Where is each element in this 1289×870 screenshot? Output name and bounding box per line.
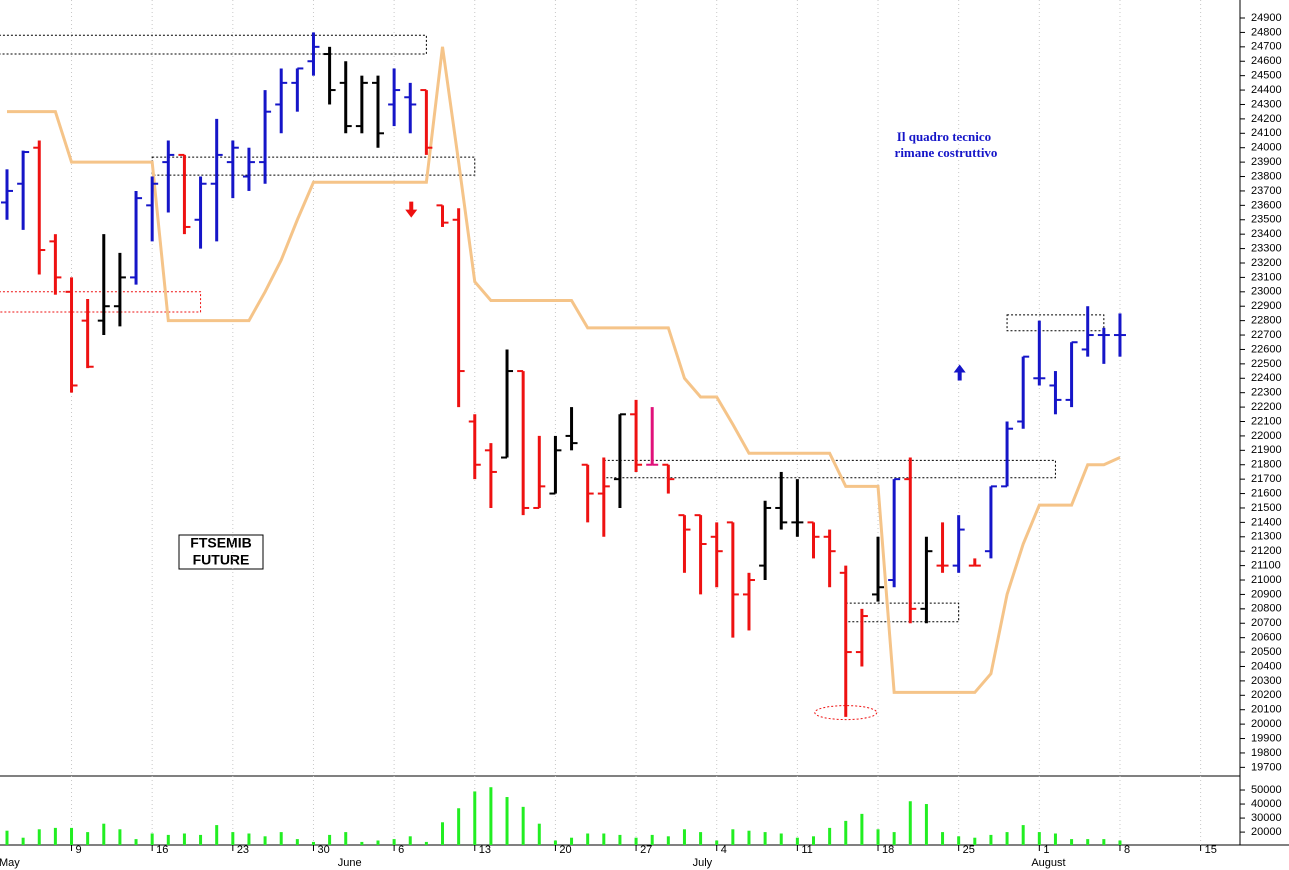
zone xyxy=(1006,314,1105,332)
y-tick-label: 21600 xyxy=(1251,487,1282,499)
x-tick-label: 25 xyxy=(963,844,975,856)
y-tick-label: 21500 xyxy=(1251,502,1282,514)
x-tick-label: 30 xyxy=(317,844,329,856)
month-label: July xyxy=(693,857,713,869)
y-tick-label: 19800 xyxy=(1251,747,1282,759)
y-tick-label: 22900 xyxy=(1251,300,1282,312)
annotation: Il quadro tecnico xyxy=(897,129,991,144)
volume-tick-label: 40000 xyxy=(1251,798,1282,810)
y-tick-label: 24800 xyxy=(1251,26,1282,38)
y-tick-label: 20200 xyxy=(1251,689,1282,701)
y-tick-label: 21400 xyxy=(1251,516,1282,528)
y-tick-label: 24400 xyxy=(1251,84,1282,96)
y-tick-label: 23300 xyxy=(1251,242,1282,254)
y-tick-label: 23900 xyxy=(1251,156,1282,168)
y-tick-label: 20000 xyxy=(1251,718,1282,730)
stop-line xyxy=(7,46,1121,694)
y-tick-label: 21300 xyxy=(1251,531,1282,543)
y-tick-label: 24200 xyxy=(1251,113,1282,125)
volume-tick-label: 50000 xyxy=(1251,784,1282,796)
y-tick-label: 20600 xyxy=(1251,632,1282,644)
y-tick-label: 24000 xyxy=(1251,142,1282,154)
y-tick-label: 19900 xyxy=(1251,732,1282,744)
y-tick-label: 20300 xyxy=(1251,675,1282,687)
y-tick-label: 23400 xyxy=(1251,228,1282,240)
x-tick-label: 9 xyxy=(76,844,82,856)
y-tick-label: 20400 xyxy=(1251,660,1282,672)
y-tick-label: 22300 xyxy=(1251,387,1282,399)
y-tick-label: 22500 xyxy=(1251,358,1282,370)
y-tick-label: 20100 xyxy=(1251,704,1282,716)
x-tick-label: 4 xyxy=(721,844,727,856)
signal-arrow xyxy=(953,364,966,381)
y-tick-label: 22800 xyxy=(1251,315,1282,327)
signal-arrow xyxy=(405,201,418,218)
x-tick-label: 20 xyxy=(559,844,571,856)
volume-tick-label: 30000 xyxy=(1251,812,1282,824)
y-tick-label: 24300 xyxy=(1251,98,1282,110)
y-tick-label: 21100 xyxy=(1251,560,1281,572)
y-tick-label: 22600 xyxy=(1251,343,1282,355)
low-marker xyxy=(814,705,878,721)
annotation: rimane costruttivo xyxy=(895,145,998,160)
y-tick-label: 20500 xyxy=(1251,646,1282,658)
x-tick-label: 6 xyxy=(398,844,404,856)
zone xyxy=(603,459,1056,479)
y-tick-label: 24600 xyxy=(1251,55,1282,67)
y-tick-label: 21900 xyxy=(1251,444,1282,456)
y-tick-label: 20800 xyxy=(1251,603,1282,615)
y-tick-label: 19700 xyxy=(1251,761,1282,773)
y-tick-label: 24700 xyxy=(1251,41,1282,53)
chart-title: FUTURE xyxy=(193,552,250,568)
month-label: August xyxy=(1031,857,1065,869)
y-tick-label: 22400 xyxy=(1251,372,1282,384)
y-tick-label: 24100 xyxy=(1251,127,1282,139)
y-tick-label: 22100 xyxy=(1251,415,1282,427)
y-tick-label: 23500 xyxy=(1251,214,1282,226)
y-tick-label: 24500 xyxy=(1251,70,1282,82)
y-tick-label: 22700 xyxy=(1251,329,1282,341)
x-tick-label: 8 xyxy=(1124,844,1130,856)
x-tick-label: 1 xyxy=(1043,844,1049,856)
x-tick-label: 18 xyxy=(882,844,894,856)
y-tick-label: 21000 xyxy=(1251,574,1282,586)
y-tick-label: 23000 xyxy=(1251,286,1282,298)
zone xyxy=(0,291,202,313)
y-tick-label: 22000 xyxy=(1251,430,1282,442)
y-tick-label: 21700 xyxy=(1251,473,1282,485)
y-tick-label: 23600 xyxy=(1251,199,1282,211)
x-tick-label: 27 xyxy=(640,844,652,856)
zone xyxy=(0,34,427,55)
volume-tick-label: 20000 xyxy=(1251,826,1282,838)
y-tick-label: 21800 xyxy=(1251,459,1282,471)
x-tick-label: 23 xyxy=(237,844,249,856)
x-tick-label: 15 xyxy=(1205,844,1217,856)
x-tick-label: 13 xyxy=(479,844,491,856)
y-tick-label: 20700 xyxy=(1251,617,1282,629)
y-tick-label: 23700 xyxy=(1251,185,1282,197)
x-tick-label: 16 xyxy=(156,844,168,856)
y-tick-label: 23200 xyxy=(1251,257,1282,269)
chart-title: FTSEMIB xyxy=(190,535,251,551)
y-tick-label: 23800 xyxy=(1251,170,1282,182)
y-tick-label: 21200 xyxy=(1251,545,1282,557)
month-label: June xyxy=(338,857,362,869)
y-tick-label: 22200 xyxy=(1251,401,1282,413)
y-tick-label: 24900 xyxy=(1251,12,1282,24)
y-tick-label: 20900 xyxy=(1251,588,1282,600)
month-label: May xyxy=(0,857,20,869)
y-tick-label: 23100 xyxy=(1251,271,1282,283)
x-tick-label: 11 xyxy=(801,844,812,856)
title-box xyxy=(178,534,264,570)
